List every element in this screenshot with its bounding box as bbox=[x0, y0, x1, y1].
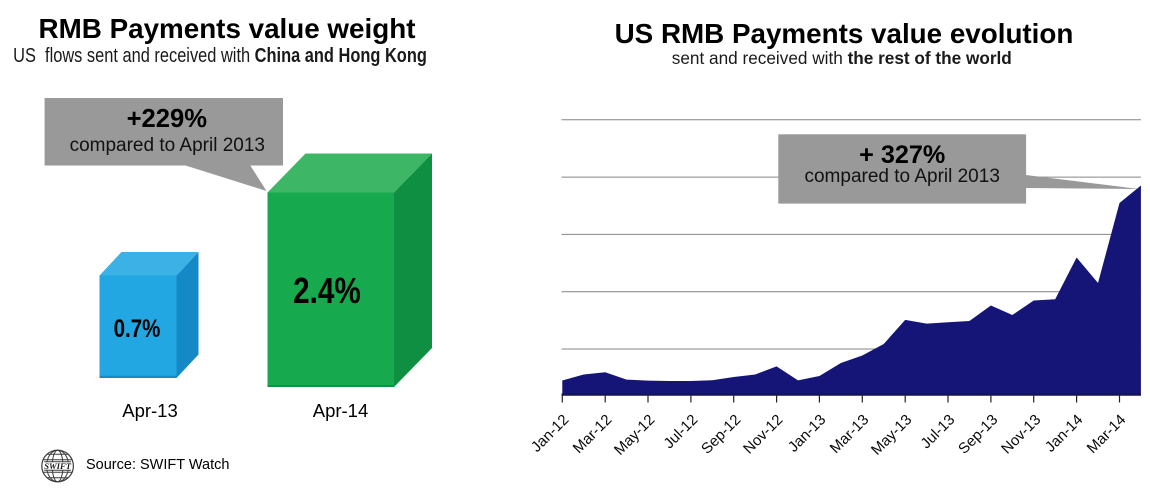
svg-text:SWIFT: SWIFT bbox=[44, 461, 71, 471]
